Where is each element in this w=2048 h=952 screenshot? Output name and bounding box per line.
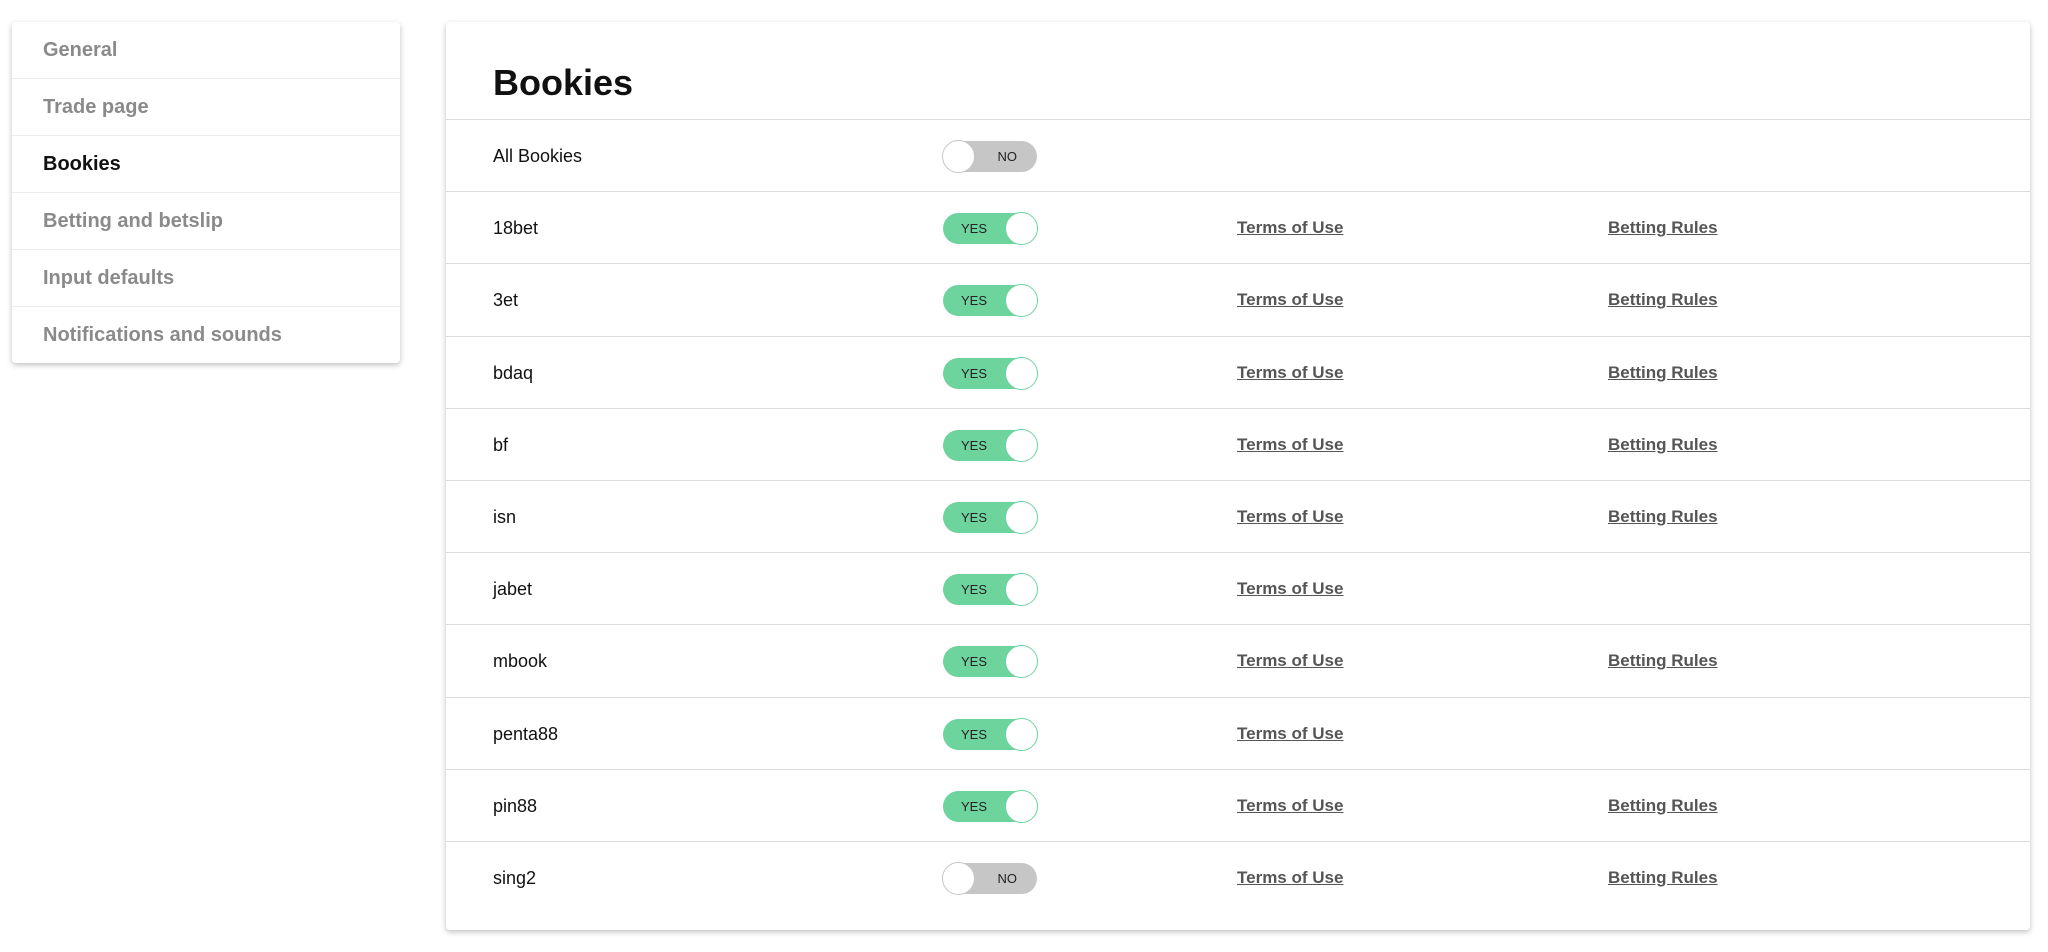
bookie-toggle[interactable]: YES [943,573,1038,607]
sidebar-item-trade-page[interactable]: Trade page [12,79,400,136]
bookies-list: All Bookies NO 18bet YES Terms of Use Bet… [446,120,2030,914]
bookie-toggle[interactable]: NO [942,140,1037,173]
sidebar-item-bookies[interactable]: Bookies [12,136,400,193]
terms-of-use-link[interactable]: Terms of Use [1237,218,1344,238]
terms-of-use-link[interactable]: Terms of Use [1237,651,1344,671]
bookie-row: sing2 NO Terms of Use Betting Rules [446,842,2030,914]
bookie-row: mbook YES Terms of Use Betting Rules [446,625,2030,698]
bookie-toggle[interactable]: YES [943,500,1038,534]
bookie-name: All Bookies [493,146,583,166]
bookie-row: bf YES Terms of Use Betting Rules [446,409,2030,481]
bookie-toggle[interactable]: YES [943,428,1038,462]
bookie-name: penta88 [493,723,559,744]
betting-rules-link[interactable]: Betting Rules [1608,795,1718,815]
bookie-name: bf [493,434,509,455]
betting-rules-link[interactable]: Betting Rules [1608,867,1718,887]
toggle-label: YES [961,221,988,237]
betting-rules-link[interactable]: Betting Rules [1608,651,1718,671]
settings-sidebar: General Trade page Bookies Betting and bets… [12,22,400,363]
toggle-knob [1005,789,1038,823]
bookie-row: bdaq YES Terms of Use Betting Rules [446,337,2030,409]
toggle-label: YES [961,726,988,742]
page-title: Bookies [446,22,2030,120]
bookie-name: sing2 [493,867,537,888]
terms-of-use-link[interactable]: Terms of Use [1237,506,1344,526]
bookie-row: 18bet YES Terms of Use Betting Rules [446,192,2030,265]
bookie-row: 3et YES Terms of Use Betting Rules [446,264,2030,337]
bookies-panel: Bookies All Bookies NO 18bet YES Terms o… [446,22,2030,930]
terms-of-use-link[interactable]: Terms of Use [1237,723,1344,743]
bookie-row: pin88 YES Terms of Use Betting Rules [446,770,2030,842]
bookie-toggle[interactable]: YES [943,284,1038,318]
toggle-label: YES [961,293,988,309]
sidebar-item-general[interactable]: General [12,22,400,79]
bookie-row: penta88 YES Terms of Use [446,698,2030,770]
betting-rules-link[interactable]: Betting Rules [1608,362,1718,382]
bookie-name: pin88 [493,795,538,816]
toggle-label: YES [961,365,988,381]
toggle-label: YES [961,437,988,453]
bookie-name: 3et [493,290,519,311]
bookie-name: isn [493,506,517,527]
toggle-knob [942,140,975,173]
toggle-label: YES [961,509,988,525]
bookie-name: 18bet [493,218,539,239]
bookie-row: isn YES Terms of Use Betting Rules [446,481,2030,554]
betting-rules-link[interactable]: Betting Rules [1608,434,1718,454]
terms-of-use-link[interactable]: Terms of Use [1237,362,1344,382]
terms-of-use-link[interactable]: Terms of Use [1237,579,1344,599]
bookie-toggle[interactable]: YES [943,789,1038,823]
toggle-knob [1005,645,1038,679]
sidebar-item-betting-and-betslip[interactable]: Betting and betslip [12,193,400,250]
toggle-label: NO [997,870,1018,886]
bookie-name: bdaq [493,362,534,383]
toggle-label: NO [997,149,1018,164]
bookie-row: jabet YES Terms of Use [446,553,2030,626]
bookie-name: jabet [493,579,533,600]
sidebar-item-input-defaults[interactable]: Input defaults [12,250,400,307]
betting-rules-link[interactable]: Betting Rules [1608,218,1718,238]
terms-of-use-link[interactable]: Terms of Use [1237,795,1344,815]
betting-rules-link[interactable]: Betting Rules [1608,506,1718,526]
terms-of-use-link[interactable]: Terms of Use [1237,867,1344,887]
bookie-toggle[interactable]: YES [943,717,1038,751]
toggle-label: YES [961,582,988,598]
toggle-label: YES [961,798,988,814]
toggle-knob [1005,284,1038,318]
bookie-toggle[interactable]: YES [943,356,1038,390]
toggle-label: YES [961,654,988,670]
toggle-knob [1005,573,1038,607]
toggle-knob [1005,356,1038,390]
bookie-name: mbook [493,651,548,672]
terms-of-use-link[interactable]: Terms of Use [1237,290,1344,310]
toggle-knob [1005,717,1038,751]
bookie-toggle[interactable]: YES [943,645,1038,679]
sidebar-item-notifications-and-sounds[interactable]: Notifications and sounds [43,324,282,346]
terms-of-use-link[interactable]: Terms of Use [1237,434,1344,454]
toggle-knob [1005,500,1038,534]
bookie-toggle[interactable]: YES [943,212,1038,246]
betting-rules-link[interactable]: Betting Rules [1608,290,1718,310]
toggle-knob [1005,428,1038,462]
toggle-knob [942,861,975,895]
toggle-knob [1005,212,1038,246]
bookie-row: All Bookies NO [446,120,2030,193]
bookie-toggle[interactable]: NO [942,861,1037,895]
